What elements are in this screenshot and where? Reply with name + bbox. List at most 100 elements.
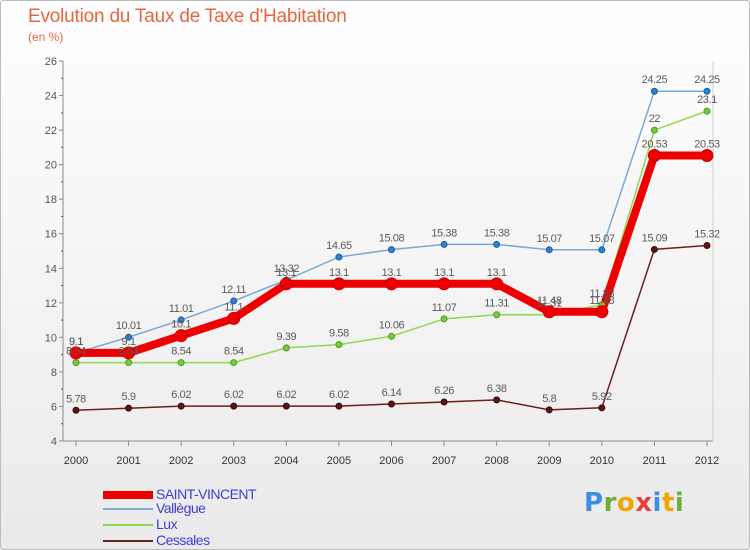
- data-label-vall-gue: 12.11: [221, 284, 246, 296]
- data-point-lux: [125, 359, 133, 367]
- data-label-vall-gue: 15.07: [536, 233, 562, 245]
- data-point-lux: [177, 359, 185, 367]
- x-tick-label: 2000: [64, 455, 88, 467]
- legend-swatch-saint-vincent: [103, 491, 153, 499]
- y-tick-label: 20: [45, 160, 57, 172]
- data-point-cessales: [388, 400, 395, 408]
- data-label-vall-gue: 15.38: [484, 227, 510, 239]
- logo-letter: t: [661, 488, 675, 518]
- data-label-cessales: 5.92: [592, 391, 612, 403]
- legend-swatch-vallegue: [103, 508, 153, 510]
- data-label-saint-vincent: 20.53: [642, 138, 668, 150]
- legend-label-saint-vincent: SAINT-VINCENT: [156, 486, 257, 502]
- data-label-saint-vincent: 10.1: [171, 319, 191, 331]
- data-label-vall-gue: 24.25: [642, 74, 668, 86]
- data-point-saint-vincent: [69, 346, 83, 360]
- data-point-cessales: [493, 396, 501, 404]
- y-tick-label: 24: [45, 91, 57, 103]
- data-point-cessales: [230, 402, 238, 410]
- data-point-vall-gue: [545, 246, 553, 254]
- data-point-vall-gue: [230, 297, 238, 305]
- data-point-lux: [440, 315, 448, 323]
- data-point-saint-vincent: [122, 346, 136, 360]
- x-tick-label: 2011: [643, 455, 667, 467]
- data-point-saint-vincent: [700, 148, 714, 162]
- y-tick-label: 22: [45, 125, 57, 137]
- data-point-saint-vincent: [647, 148, 661, 162]
- legend-label-cessales: Cessales: [156, 532, 210, 548]
- data-label-cessales: 6.02: [329, 389, 349, 401]
- y-tick-label: 18: [45, 194, 57, 206]
- data-point-cessales: [282, 402, 290, 410]
- data-point-lux: [703, 107, 711, 115]
- data-label-saint-vincent: 9.1: [69, 336, 83, 348]
- x-tick-label: 2001: [116, 455, 140, 467]
- legend-swatch-cessales: [103, 540, 153, 542]
- data-label-saint-vincent: 11.48: [589, 295, 614, 307]
- data-label-saint-vincent: 9.1: [122, 336, 136, 348]
- x-tick-label: 2007: [432, 455, 456, 467]
- data-point-saint-vincent: [174, 329, 188, 343]
- data-point-saint-vincent: [490, 277, 504, 291]
- data-point-vall-gue: [388, 246, 395, 254]
- logo-letter: r: [603, 488, 617, 518]
- logo-letter: x: [635, 488, 653, 518]
- logo-letter: P: [584, 488, 604, 518]
- data-label-cessales: 6.14: [382, 387, 402, 399]
- y-tick-label: 16: [45, 229, 57, 241]
- data-label-vall-gue: 15.07: [589, 233, 615, 245]
- data-label-lux: 23.1: [697, 94, 717, 106]
- data-label-lux: 8.54: [224, 346, 244, 358]
- x-tick-label: 2004: [274, 455, 298, 467]
- data-label-cessales: 6.02: [171, 389, 191, 401]
- data-point-lux: [230, 359, 238, 367]
- data-label-vall-gue: 9.1: [69, 336, 83, 348]
- data-point-vall-gue: [335, 253, 343, 261]
- data-label-lux: 9.58: [329, 328, 349, 340]
- data-label-cessales: 6.02: [276, 389, 296, 401]
- y-tick-label: 4: [51, 436, 57, 448]
- data-label-saint-vincent: 13.1: [434, 267, 454, 279]
- x-tick-label: 2003: [222, 455, 246, 467]
- data-point-cessales: [72, 406, 80, 414]
- proxiti-logo: Proxiti: [584, 488, 684, 518]
- data-label-vall-gue: 14.65: [326, 240, 352, 252]
- data-label-saint-vincent: 20.53: [694, 138, 720, 150]
- data-point-saint-vincent: [227, 311, 241, 325]
- data-point-lux: [282, 344, 290, 352]
- data-label-saint-vincent: 11.1: [224, 301, 243, 313]
- chart-subtitle: (en %): [28, 30, 64, 44]
- data-label-cessales: 5.78: [66, 393, 86, 405]
- data-label-cessales: 5.8: [542, 393, 556, 405]
- data-label-lux: 9.39: [276, 331, 296, 343]
- data-label-vall-gue: 13.32: [274, 263, 300, 275]
- legend-label-vallegue: Vallègue: [156, 500, 206, 516]
- logo-letter: i: [652, 488, 662, 518]
- data-point-saint-vincent: [595, 305, 609, 319]
- data-point-vall-gue: [177, 316, 185, 324]
- data-label-saint-vincent: 13.1: [329, 267, 349, 279]
- x-tick-label: 2006: [379, 455, 403, 467]
- data-point-vall-gue: [650, 87, 658, 95]
- x-tick-label: 2008: [484, 455, 508, 467]
- data-label-cessales: 6.02: [224, 389, 244, 401]
- data-point-lux: [335, 341, 343, 349]
- data-label-cessales: 15.09: [642, 232, 668, 244]
- data-point-lux: [72, 359, 80, 367]
- logo-letter: o: [616, 488, 636, 518]
- data-label-vall-gue: 10.01: [116, 320, 142, 332]
- data-point-cessales: [177, 402, 185, 410]
- data-label-cessales: 6.26: [434, 385, 454, 397]
- data-label-cessales: 5.9: [122, 391, 136, 403]
- data-point-cessales: [440, 398, 448, 406]
- data-label-saint-vincent: 13.1: [487, 267, 507, 279]
- data-label-vall-gue: 11.01: [169, 303, 194, 315]
- data-point-saint-vincent: [279, 277, 293, 291]
- data-point-lux: [650, 126, 658, 134]
- data-point-vall-gue: [598, 246, 606, 254]
- data-label-lux: 11.88: [589, 288, 614, 300]
- data-point-cessales: [703, 241, 711, 249]
- data-label-vall-gue: 15.08: [379, 233, 405, 245]
